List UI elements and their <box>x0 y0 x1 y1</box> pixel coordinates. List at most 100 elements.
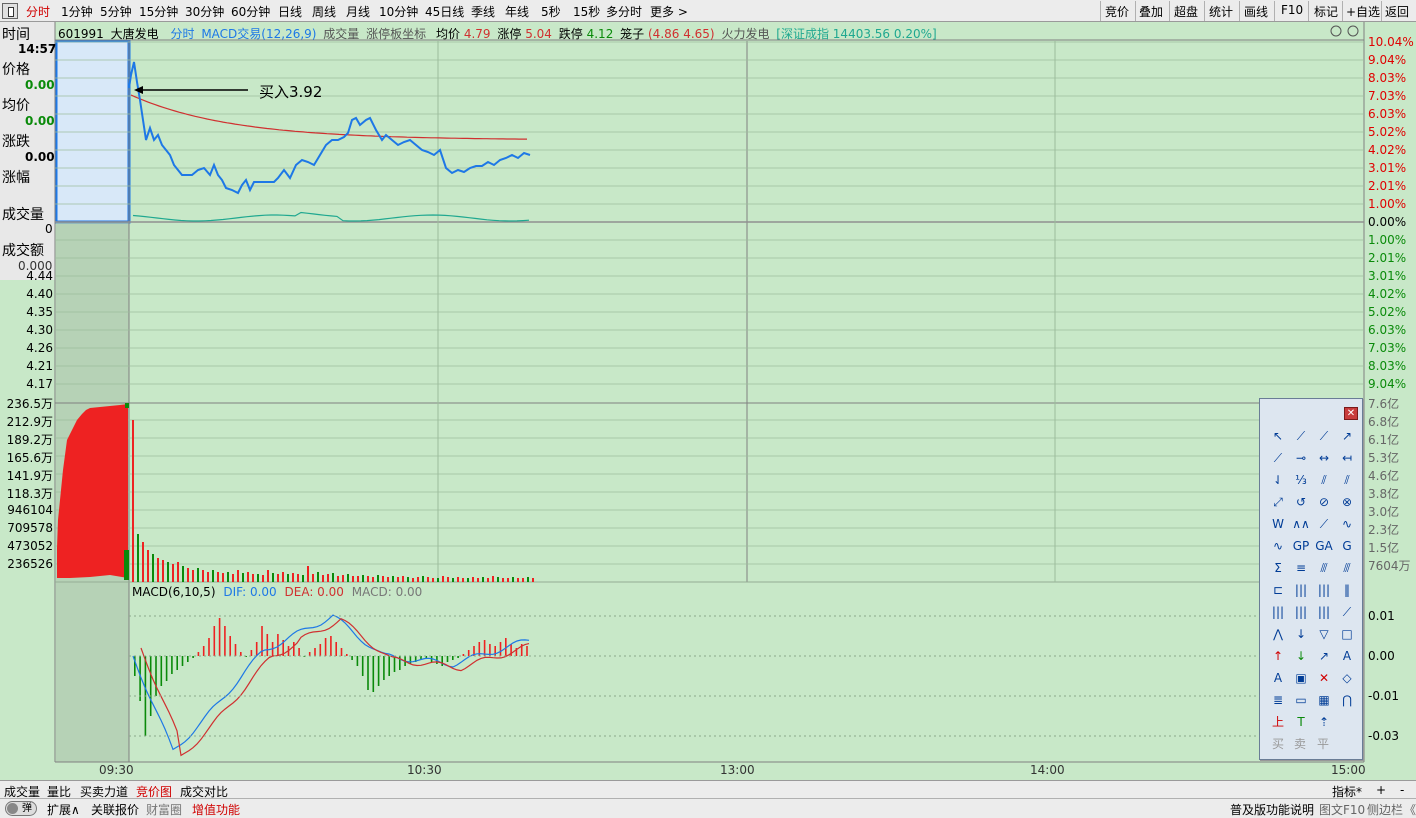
back-button[interactable]: 返回 <box>1385 5 1410 19</box>
tool-ellipse-icon[interactable]: ⊗ <box>1341 495 1353 509</box>
tool-down-mark-icon[interactable]: ↓ <box>1295 649 1307 663</box>
tool-gann-p-icon[interactable]: GP <box>1292 539 1310 553</box>
super-button[interactable]: 超盘 <box>1174 5 1199 19</box>
tool-triangle-icon[interactable]: ▽ <box>1319 627 1329 641</box>
tool-arch-icon[interactable]: ⋂ <box>1342 693 1352 707</box>
tool-channel-icon[interactable]: ⫽ <box>1344 473 1350 487</box>
tool-text-rows-icon[interactable]: ≡ <box>1295 561 1307 575</box>
vol-indicator-label[interactable]: 成交量 <box>323 27 360 41</box>
tab-trade-compare[interactable]: 成交对比 <box>180 785 229 799</box>
tool-ray-icon[interactable]: ⟋ <box>1319 429 1329 443</box>
tool-period2-icon[interactable]: ||| <box>1317 583 1331 597</box>
tool-angle-icon[interactable]: ⟋ <box>1342 605 1352 619</box>
tool-arc-icon[interactable]: ↺ <box>1295 495 1307 509</box>
stats-button[interactable]: 统计 <box>1209 5 1234 19</box>
value-added-button[interactable]: 增值功能 <box>192 803 241 817</box>
zoom-out-button[interactable]: - <box>1400 783 1405 797</box>
tab-15min[interactable]: 15分钟 <box>139 5 179 19</box>
tool-bars3-icon[interactable]: ||| <box>1294 605 1308 619</box>
overlay-button[interactable]: 叠加 <box>1139 5 1164 19</box>
tab-1min[interactable]: 1分钟 <box>61 5 93 19</box>
tool-v-line-icon[interactable]: ⇃ <box>1272 473 1284 487</box>
close-icon[interactable]: ✕ <box>1344 407 1358 420</box>
mode-label[interactable]: 分时 <box>170 27 195 41</box>
tool-fan-icon[interactable]: ⫻ <box>1320 561 1328 575</box>
tab-quarterly[interactable]: 季线 <box>471 5 496 19</box>
tab-daily[interactable]: 日线 <box>278 5 303 19</box>
tab-30min[interactable]: 30分钟 <box>185 5 225 19</box>
tool-sine-icon[interactable]: ∿ <box>1341 517 1353 531</box>
wealth-circle-button[interactable]: 财富圈 <box>146 803 183 817</box>
index-quote[interactable]: [深证成指 14403.56 0.20%] <box>776 27 937 41</box>
tool-rectangle-icon[interactable]: □ <box>1341 627 1353 641</box>
tool-bar-icon[interactable]: ▭ <box>1295 693 1307 707</box>
related-quotes-button[interactable]: 关联报价 <box>91 803 140 817</box>
add-watchlist-button[interactable]: +自选 <box>1346 5 1381 19</box>
tool-red-arrow-icon[interactable]: ↗ <box>1318 649 1330 663</box>
bullet-toggle[interactable]: 弹 <box>5 801 37 816</box>
tool-up-down-icon[interactable]: ⇡ <box>1318 715 1330 729</box>
tab-multi-timeshare[interactable]: 多分时 <box>606 5 643 19</box>
tool-sum-icon[interactable]: Σ <box>1274 561 1282 575</box>
collapse-sidebar-icon[interactable]: 《 <box>1404 803 1416 817</box>
tool-arrow-line-icon[interactable]: ↗ <box>1341 429 1353 443</box>
tab-auction-chart[interactable]: 竞价图 <box>136 785 173 799</box>
tool-text-icon[interactable]: A <box>1342 649 1352 663</box>
tool-select-all-icon[interactable]: ▣ <box>1295 671 1307 685</box>
tool-gann-a-icon[interactable]: GA <box>1315 539 1333 553</box>
tool-sine2-icon[interactable]: ∿ <box>1272 539 1284 553</box>
tab-volume-ratio[interactable]: 量比 <box>47 785 72 799</box>
bidding-button[interactable]: 竞价 <box>1105 5 1130 19</box>
limit-axis-label[interactable]: 涨停板坐标 <box>366 27 427 41</box>
tool-paint-icon[interactable]: ◇ <box>1342 671 1352 685</box>
tool-h-line-icon[interactable]: ↔ <box>1318 451 1330 465</box>
tool-gann-icon[interactable]: G <box>1342 539 1352 553</box>
tool-up-label-icon[interactable]: 上 <box>1271 715 1284 729</box>
zoom-in-button[interactable]: + <box>1376 783 1387 797</box>
tab-yearly[interactable]: 年线 <box>505 5 530 19</box>
tool-resize-icon[interactable]: ⤢ <box>1273 495 1283 509</box>
tab-volume[interactable]: 成交量 <box>4 785 41 799</box>
expand-button[interactable]: 扩展∧ <box>47 803 80 817</box>
tool-bars4-icon[interactable]: ||| <box>1317 605 1331 619</box>
tool-bars2-icon[interactable]: ||| <box>1271 605 1285 619</box>
tool-text-bg-icon[interactable]: A <box>1273 671 1283 685</box>
tool-h-ray-icon[interactable]: ↤ <box>1341 451 1353 465</box>
tool-segment-icon[interactable]: ⟋ <box>1273 451 1283 465</box>
indicator-menu[interactable]: 指标* <box>1332 785 1363 799</box>
tool-parallel-icon[interactable]: ⫽ <box>1321 473 1327 487</box>
tab-45day[interactable]: 45日线 <box>425 5 465 19</box>
tab-timeshare[interactable]: 分时 <box>26 5 51 19</box>
tool-ext-line-icon[interactable]: ⊸ <box>1295 451 1307 465</box>
tool-bars-icon[interactable]: ‖ <box>1344 583 1350 597</box>
tool-t-label-icon[interactable]: T <box>1297 715 1305 729</box>
tab-10min[interactable]: 10分钟 <box>379 5 419 19</box>
draw-line-button[interactable]: 画线 <box>1244 5 1269 19</box>
tool-up-mark-icon[interactable]: ↑ <box>1272 649 1284 663</box>
toolbar-handle-icon[interactable] <box>2 3 18 19</box>
tool-period-icon[interactable]: ||| <box>1294 583 1308 597</box>
tool-trend-icon[interactable]: ⟋ <box>1319 517 1329 531</box>
tool-box-icon[interactable]: ⊏ <box>1272 583 1284 597</box>
tab-weekly[interactable]: 周线 <box>312 5 337 19</box>
tool-table-icon[interactable]: ▦ <box>1318 693 1330 707</box>
tool-sell[interactable]: 卖 <box>1293 737 1306 751</box>
tool-circle-icon[interactable]: ⊘ <box>1318 495 1330 509</box>
f10-button[interactable]: F10 <box>1281 3 1304 17</box>
tool-peaks-icon[interactable]: ∧∧ <box>1292 517 1310 531</box>
macd-trade-label[interactable]: MACD交易(12,26,9) <box>201 27 317 41</box>
tool-fan-lines-icon[interactable]: ⋀ <box>1273 627 1283 641</box>
tab-60min[interactable]: 60分钟 <box>231 5 271 19</box>
sector-label[interactable]: 火力发电 <box>721 27 770 41</box>
tool-down-arrow-icon[interactable]: ↓ <box>1295 627 1307 641</box>
tool-blank-icon[interactable] <box>1337 712 1357 732</box>
tab-buy-sell-force[interactable]: 买卖力道 <box>80 785 129 799</box>
mark-button[interactable]: 标记 <box>1314 5 1339 19</box>
tool-fan2-icon[interactable]: ⫻ <box>1343 561 1351 575</box>
sidebar-button[interactable]: 侧边栏 <box>1367 803 1404 817</box>
tool-wave-icon[interactable]: W <box>1272 517 1284 531</box>
tab-monthly[interactable]: 月线 <box>346 5 371 19</box>
tool-select-icon[interactable]: ↖ <box>1272 429 1284 443</box>
tool-notes-icon[interactable]: ≣ <box>1272 693 1284 707</box>
timeshare-chart[interactable] <box>0 22 1416 780</box>
